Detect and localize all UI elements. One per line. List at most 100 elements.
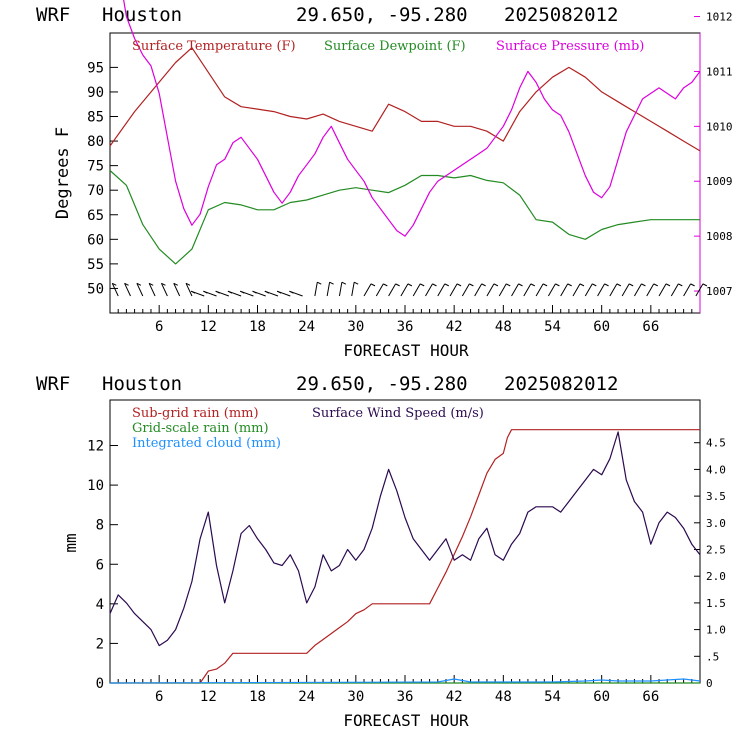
- wind-barb-flag: [555, 283, 560, 287]
- wind-barb: [111, 283, 119, 297]
- wind-barb: [547, 283, 556, 297]
- panel2-legend: Sub-grid rain (mm) Grid-scale rain (mm) …: [132, 406, 484, 451]
- wind-barb-flag: [456, 283, 462, 287]
- wind-barb-flag: [289, 290, 294, 294]
- wind-barb-flag: [628, 283, 634, 287]
- panel1-coords: 29.650, -95.280: [296, 4, 468, 26]
- panel2-y-axis: 0 2 4 6 8 10 12: [87, 439, 118, 692]
- wind-barb-flag: [227, 290, 233, 294]
- y2-tick-label: 3.0: [706, 517, 726, 530]
- wind-barb: [351, 282, 355, 297]
- legend-wind-speed: Surface Wind Speed (m/s): [312, 406, 484, 421]
- panel2-location: Houston: [102, 373, 182, 395]
- y-tick-label: 60: [87, 232, 104, 248]
- wind-barb-flag: [341, 281, 347, 285]
- panel2-model: WRF: [36, 373, 70, 395]
- wind-barb-flag: [317, 281, 322, 285]
- y-tick-label: 4: [96, 597, 104, 613]
- legend-surface-pressure: Surface Pressure (mb): [496, 39, 644, 54]
- wind-barb-flag: [702, 283, 708, 287]
- wind-barb: [461, 283, 470, 297]
- panel1-header: WRF Houston 29.650, -95.280 2025082012: [36, 4, 618, 26]
- y-tick-label: 0: [96, 676, 104, 692]
- wind-barb-flag: [383, 283, 388, 287]
- y2-tick-label: 1.5: [706, 597, 726, 610]
- x-tick-label: 24: [298, 319, 315, 335]
- y2-tick-label: 1008: [706, 230, 733, 243]
- y2-tick-label: .5: [706, 650, 719, 663]
- x-tick-label: 54: [544, 319, 561, 335]
- wind-barb-flag: [264, 290, 270, 294]
- y2-tick-label: 4.5: [706, 437, 726, 450]
- wind-barb: [363, 283, 372, 297]
- wind-barb-flag: [395, 283, 400, 287]
- wind-barb: [584, 283, 593, 297]
- x-tick-label: 30: [347, 319, 364, 335]
- y-tick-label: 65: [87, 208, 104, 224]
- wind-barb-flag: [203, 290, 208, 294]
- wind-barb-flag: [616, 283, 622, 287]
- y2-tick-label: 1009: [706, 175, 733, 188]
- wind-barb: [486, 283, 495, 297]
- y-tick-label: 70: [87, 183, 104, 199]
- panel1-ylabel: Degrees F: [53, 127, 73, 219]
- y-tick-label: 95: [87, 60, 104, 76]
- wind-barb: [695, 283, 704, 297]
- wind-barb: [314, 282, 318, 297]
- y2-tick-label: 1.0: [706, 624, 726, 637]
- y-tick-label: 10: [87, 478, 104, 494]
- panel1-legend: Surface Temperature (F) Surface Dewpoint…: [132, 39, 644, 54]
- y-tick-label: 6: [96, 557, 104, 573]
- y-tick-label: 12: [87, 439, 104, 455]
- legend-gridscale-rain: Grid-scale rain (mm): [132, 421, 269, 436]
- wind-barb-flag: [493, 283, 499, 287]
- y-tick-label: 75: [87, 159, 104, 175]
- wind-barb-flag: [432, 283, 437, 287]
- wind-barb-flag: [136, 282, 142, 286]
- wind-barb-flag: [173, 282, 178, 286]
- wind-barb: [326, 282, 331, 297]
- wind-barb: [160, 283, 168, 297]
- series-surface-dewpoint-f: [109, 170, 700, 265]
- series-surface-temperature-f: [109, 47, 701, 152]
- wind-barb: [388, 283, 397, 297]
- wind-barb: [621, 283, 630, 297]
- wind-barb: [124, 283, 131, 297]
- wind-barb-flag: [665, 283, 671, 287]
- wind-barb-flag: [148, 282, 154, 286]
- y2-tick-label: 1012: [706, 11, 733, 24]
- wind-barb-flag: [604, 283, 609, 287]
- x-tick-label: 48: [495, 689, 512, 705]
- series-integrated-cloud-mm: [109, 678, 701, 684]
- x-tick-label: 6: [155, 689, 163, 705]
- wind-barb-flag: [469, 283, 474, 287]
- panel2-init-time: 2025082012: [504, 373, 618, 395]
- wind-barb: [511, 283, 519, 297]
- x-tick-label: 54: [544, 689, 561, 705]
- wind-barb: [148, 283, 156, 297]
- panel2-xlabel: FORECAST HOUR: [343, 711, 469, 730]
- wind-barb-flag: [112, 282, 117, 286]
- wind-barb: [572, 283, 581, 297]
- panel2-x-axis: 6 12 18 24 30 36 42 48 54 60 66: [117, 675, 693, 705]
- wind-barb: [658, 283, 667, 297]
- legend-surface-dewpoint: Surface Dewpoint (F): [324, 39, 466, 54]
- x-tick-label: 6: [155, 319, 163, 335]
- wind-barb: [449, 283, 458, 297]
- wind-barb-flag: [124, 282, 129, 286]
- wind-barb-flag: [215, 290, 220, 294]
- wind-barb: [560, 283, 569, 297]
- x-tick-label: 60: [593, 689, 610, 705]
- panel1-y2-axis: 1007100810091010101110121013: [694, 11, 733, 298]
- x-tick-label: 36: [397, 319, 414, 335]
- wind-barb: [173, 283, 181, 297]
- panel2-coords: 29.650, -95.280: [296, 373, 468, 395]
- wind-barb: [683, 283, 692, 297]
- y2-tick-label: 3.5: [706, 490, 726, 503]
- y-tick-label: 85: [87, 110, 104, 126]
- x-tick-label: 42: [446, 689, 463, 705]
- wind-barb-flag: [444, 283, 450, 287]
- panel1-location: Houston: [102, 4, 182, 26]
- y-tick-label: 90: [87, 85, 104, 101]
- x-tick-label: 36: [397, 689, 414, 705]
